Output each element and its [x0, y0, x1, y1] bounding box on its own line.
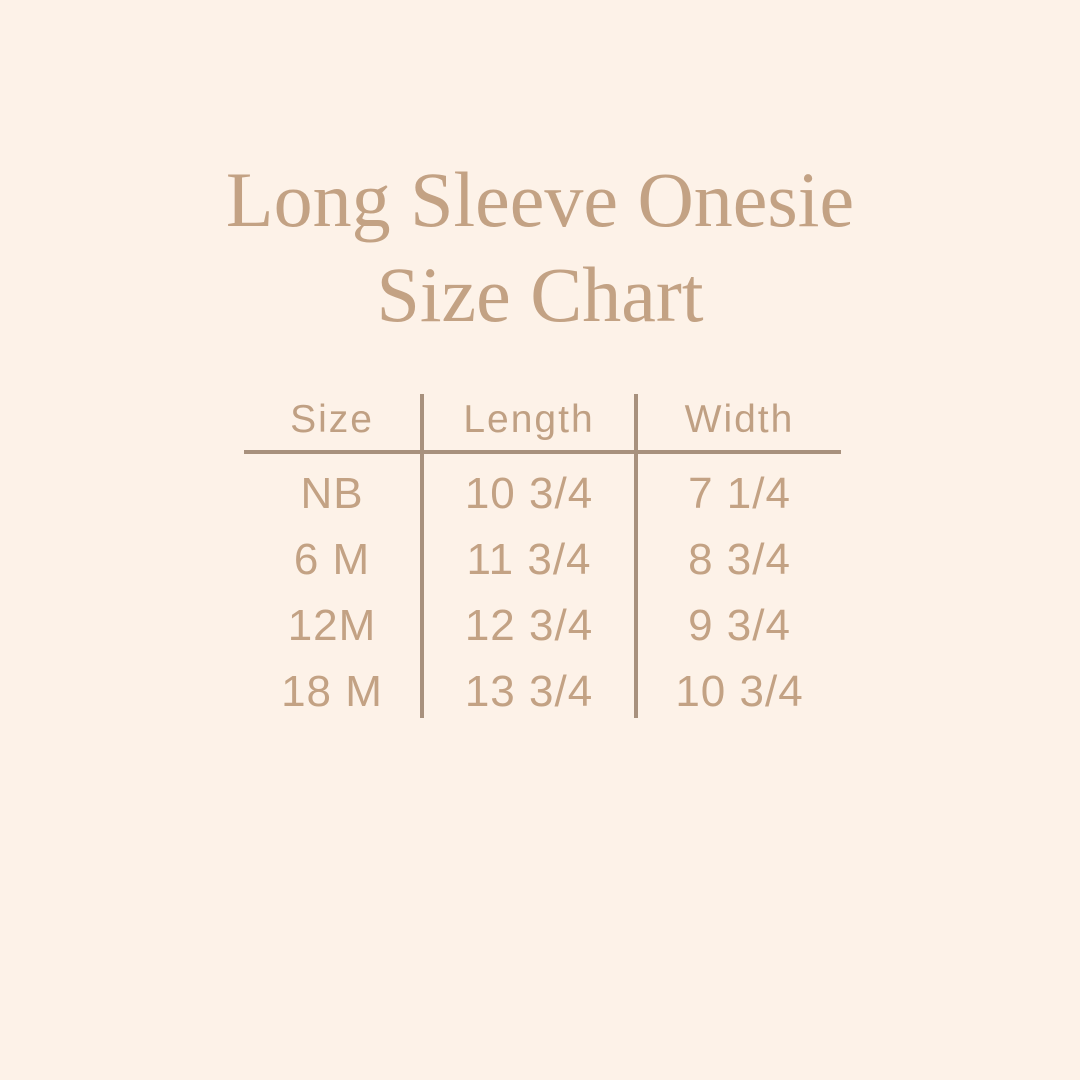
cell-row1-width: 8 3/4 — [688, 535, 791, 584]
cell-row0-width: 7 1/4 — [688, 469, 791, 518]
cell-row3-length: 13 3/4 — [424, 652, 638, 718]
size-table: Size Length Width NB 10 3/4 7 1/4 6 M 11… — [244, 394, 841, 718]
cell-row3-width: 10 3/4 — [675, 667, 804, 716]
column-header-size: Size — [244, 394, 424, 454]
cell-row2-size: 12M — [244, 586, 424, 652]
page-title-line1: Long Sleeve Onesie — [225, 156, 855, 243]
cell-row1-length: 11 3/4 — [424, 520, 638, 586]
cell-row2-width: 9 3/4 — [688, 601, 791, 650]
column-header-length: Length — [424, 394, 638, 454]
page-title-line2: Size Chart — [376, 251, 704, 338]
column-header-width: Width — [638, 394, 841, 454]
cell-row1-size: 6 M — [244, 520, 424, 586]
cell-row0-size: NB — [244, 454, 424, 520]
cell-row3-size: 18 M — [244, 652, 424, 718]
cell-row2-length: 12 3/4 — [424, 586, 638, 652]
cell-row0-length: 10 3/4 — [424, 454, 638, 520]
page-title: Long Sleeve Onesie Size Chart — [0, 152, 1080, 342]
